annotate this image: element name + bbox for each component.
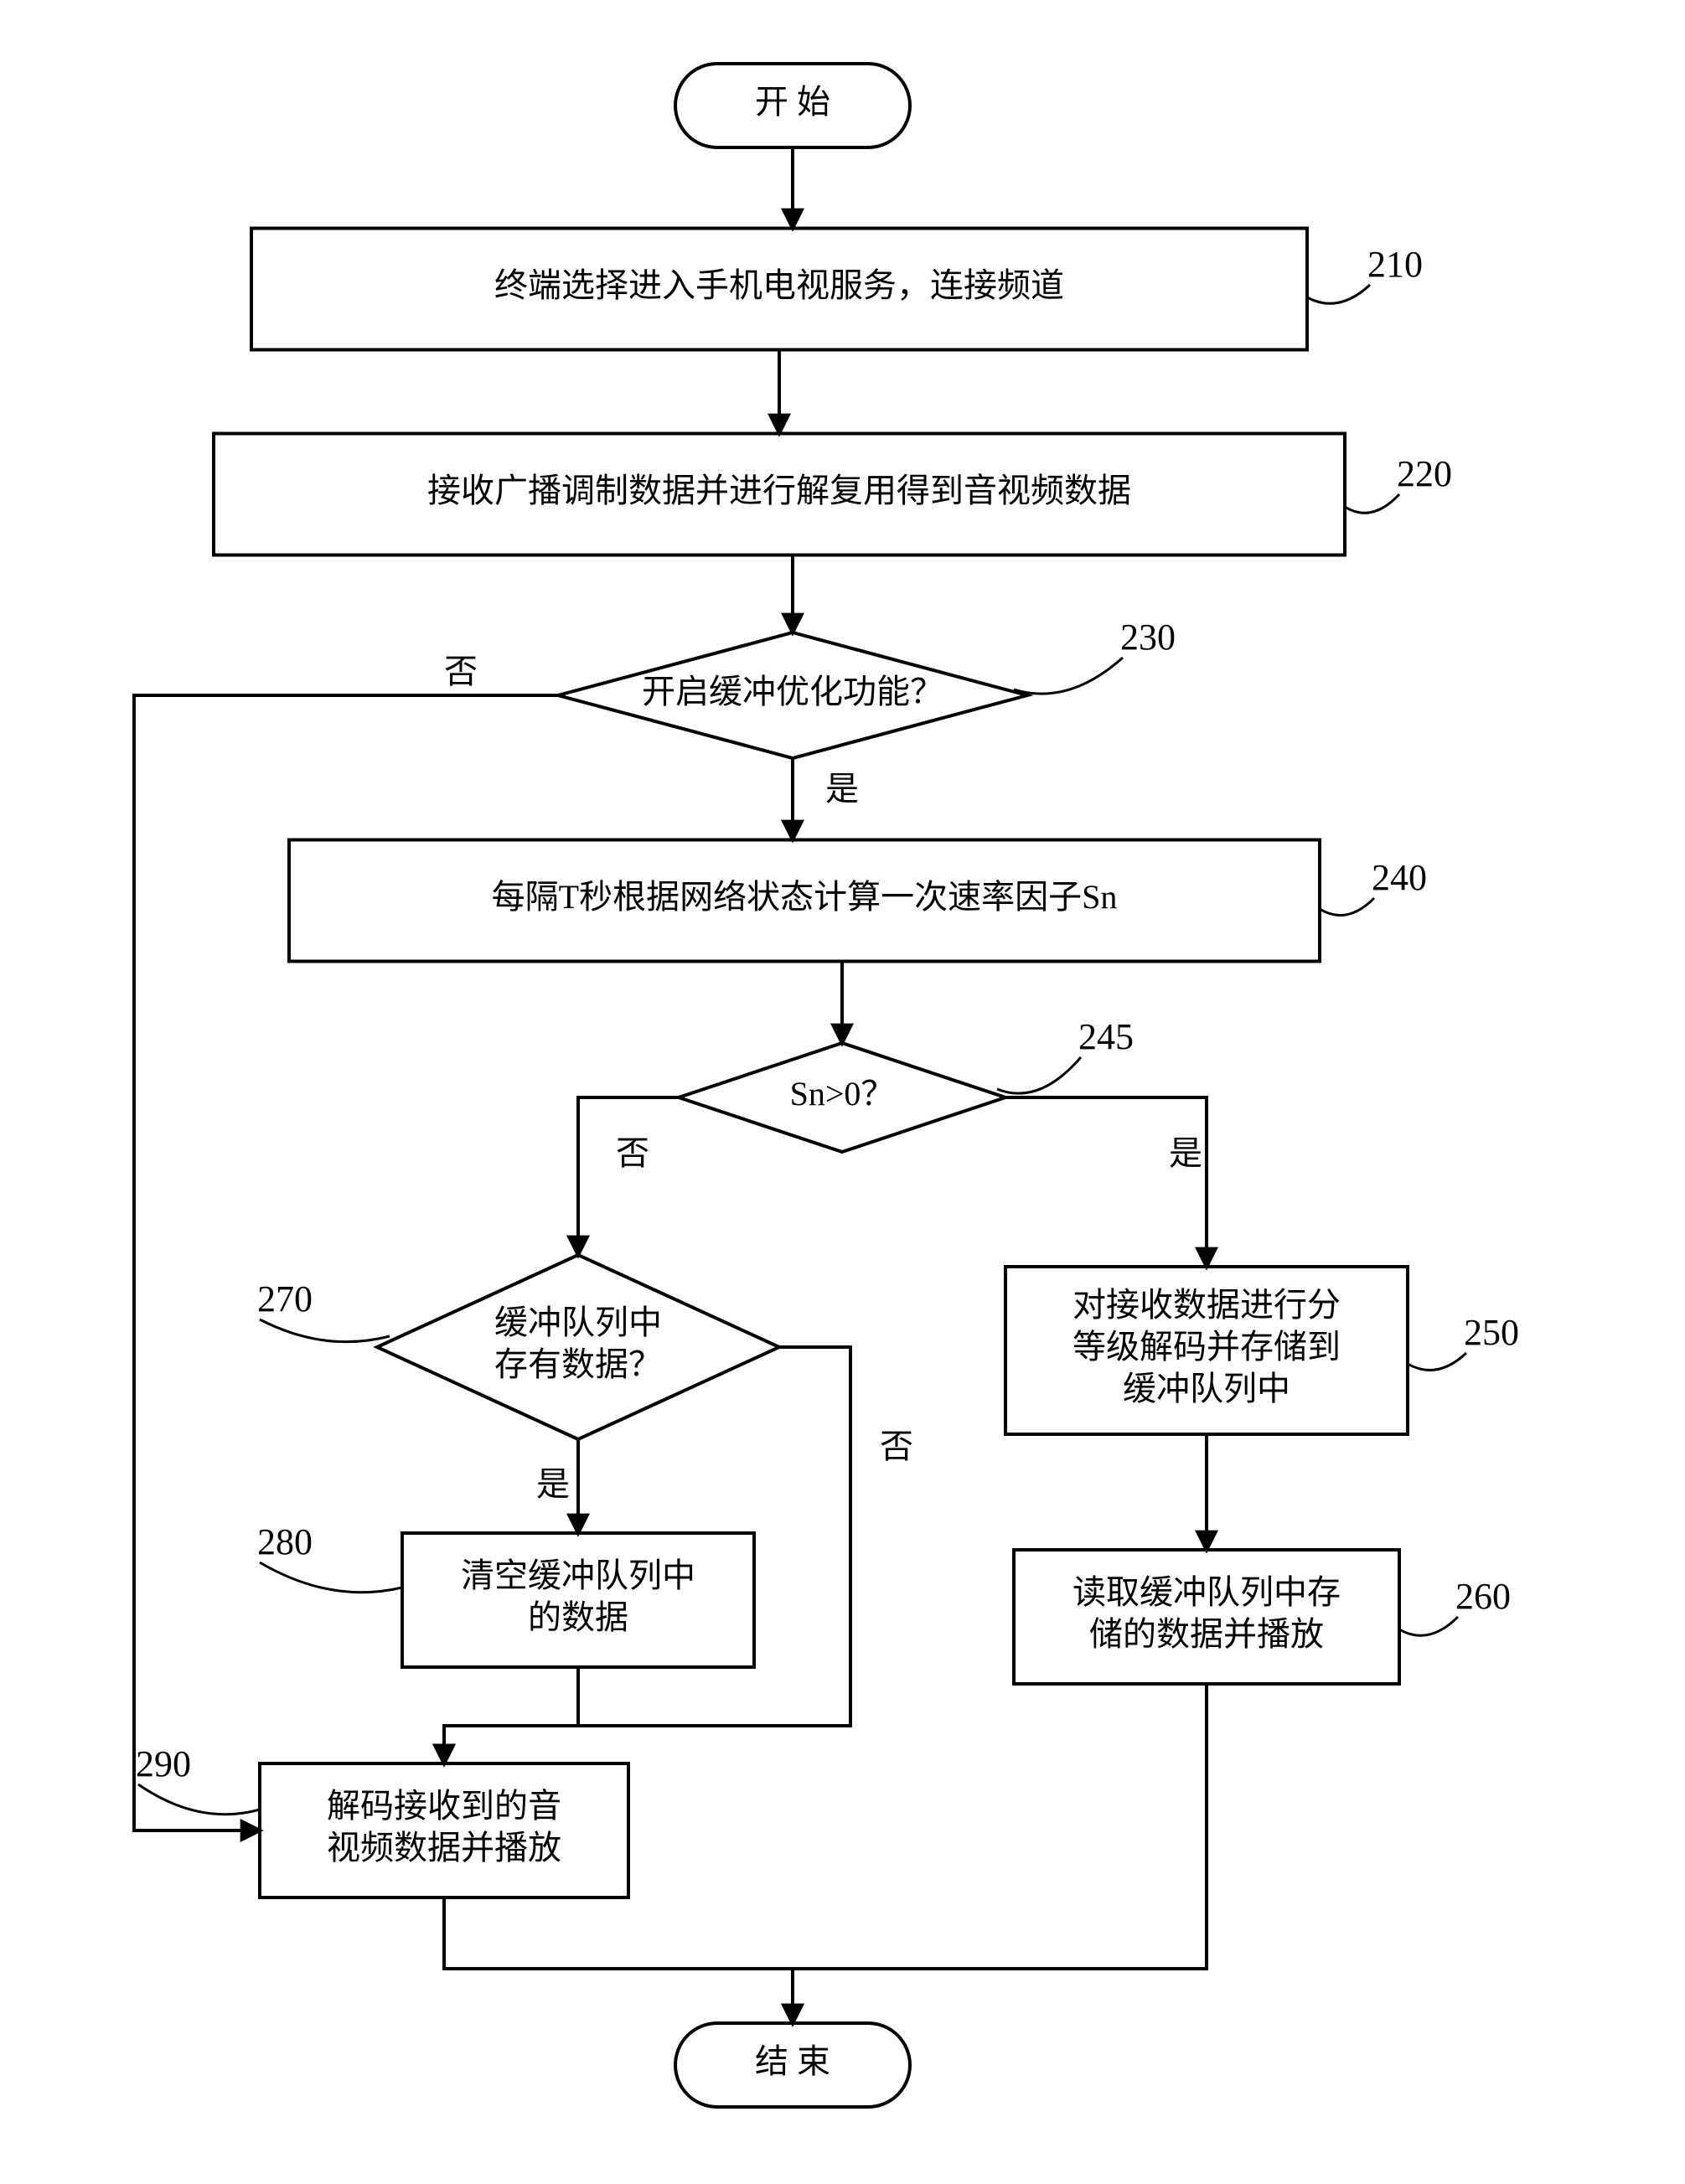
leader-line (1399, 1617, 1458, 1635)
node-end: 结 束 (675, 2023, 910, 2107)
step-label-240: 240 (1372, 857, 1427, 898)
step-label-220: 220 (1397, 453, 1452, 494)
node-text: 结 束 (755, 2042, 830, 2080)
edge-label: 否 (880, 1428, 913, 1465)
node-start: 开 始 (675, 64, 910, 147)
node-text: 清空缓冲队列中 (461, 1557, 695, 1594)
leader-line (260, 1562, 402, 1593)
node-n250: 对接收数据进行分等级解码并存储到缓冲队列中 (1005, 1267, 1408, 1434)
node-n260: 读取缓冲队列中存储的数据并播放 (1014, 1550, 1399, 1684)
node-n230: 开启缓冲优化功能？ (558, 632, 1027, 758)
leader-line (1345, 494, 1399, 513)
step-label-270: 270 (257, 1278, 313, 1319)
step-label-260: 260 (1455, 1576, 1511, 1617)
node-n220: 接收广播调制数据并进行解复用得到音视频数据 (214, 434, 1345, 555)
step-label-230: 230 (1120, 617, 1176, 658)
edge (134, 695, 558, 1830)
step-label-290: 290 (136, 1743, 191, 1784)
node-text: 视频数据并播放 (327, 1829, 561, 1866)
edge (578, 1097, 679, 1255)
edge (793, 1684, 1207, 2023)
node-text: 开启缓冲优化功能？ (642, 673, 943, 710)
step-label-250: 250 (1464, 1312, 1519, 1353)
node-text: 读取缓冲队列中存 (1073, 1573, 1341, 1611)
node-text: 存有数据？ (494, 1345, 662, 1383)
leader-line (138, 1784, 260, 1815)
node-text: 终端选择进入手机电视服务，连接频道 (494, 266, 1064, 304)
node-text: 的数据 (528, 1598, 628, 1636)
step-label-280: 280 (257, 1521, 313, 1562)
leader-line (1320, 898, 1374, 916)
edge-label: 是 (825, 770, 859, 808)
node-text: Sn>0？ (790, 1075, 895, 1113)
leader-line (1014, 658, 1123, 694)
node-text: 等级解码并存储到 (1073, 1328, 1341, 1366)
leader-line (1307, 285, 1370, 303)
node-n280: 清空缓冲队列中的数据 (402, 1533, 754, 1667)
node-n290: 解码接收到的音视频数据并播放 (260, 1763, 628, 1897)
node-text: 解码接收到的音 (327, 1787, 561, 1825)
edge-label: 是 (536, 1465, 570, 1503)
node-text: 缓冲队列中 (1123, 1370, 1290, 1407)
node-n210: 终端选择进入手机电视服务，连接频道 (251, 229, 1307, 350)
node-text: 每隔T秒根据网络状态计算一次速率因子Sn (492, 878, 1118, 916)
edge-label: 否 (616, 1134, 649, 1172)
leader-line (997, 1057, 1081, 1093)
node-text: 对接收数据进行分 (1073, 1286, 1341, 1324)
edge-label: 是 (1169, 1134, 1202, 1172)
node-n240: 每隔T秒根据网络状态计算一次速率因子Sn (289, 840, 1320, 962)
node-text: 缓冲队列中 (494, 1304, 662, 1341)
node-text: 开 始 (755, 83, 830, 121)
edge (1005, 1097, 1207, 1267)
node-n270: 缓冲队列中存有数据？ (377, 1255, 779, 1439)
node-text: 接收广播调制数据并进行解复用得到音视频数据 (427, 472, 1131, 509)
node-text: 储的数据并播放 (1089, 1615, 1324, 1653)
leader-line (1408, 1353, 1466, 1371)
step-label-245: 245 (1078, 1016, 1134, 1057)
edge (444, 1667, 578, 1763)
leader-line (260, 1319, 390, 1342)
edge (444, 1897, 793, 2023)
edge (444, 1347, 850, 1763)
node-n245: Sn>0？ (679, 1043, 1005, 1152)
flowchart-canvas: 是否是否是否开 始终端选择进入手机电视服务，连接频道接收广播调制数据并进行解复用… (0, 0, 1685, 2184)
edge-label: 否 (444, 653, 478, 690)
step-label-210: 210 (1367, 244, 1423, 285)
